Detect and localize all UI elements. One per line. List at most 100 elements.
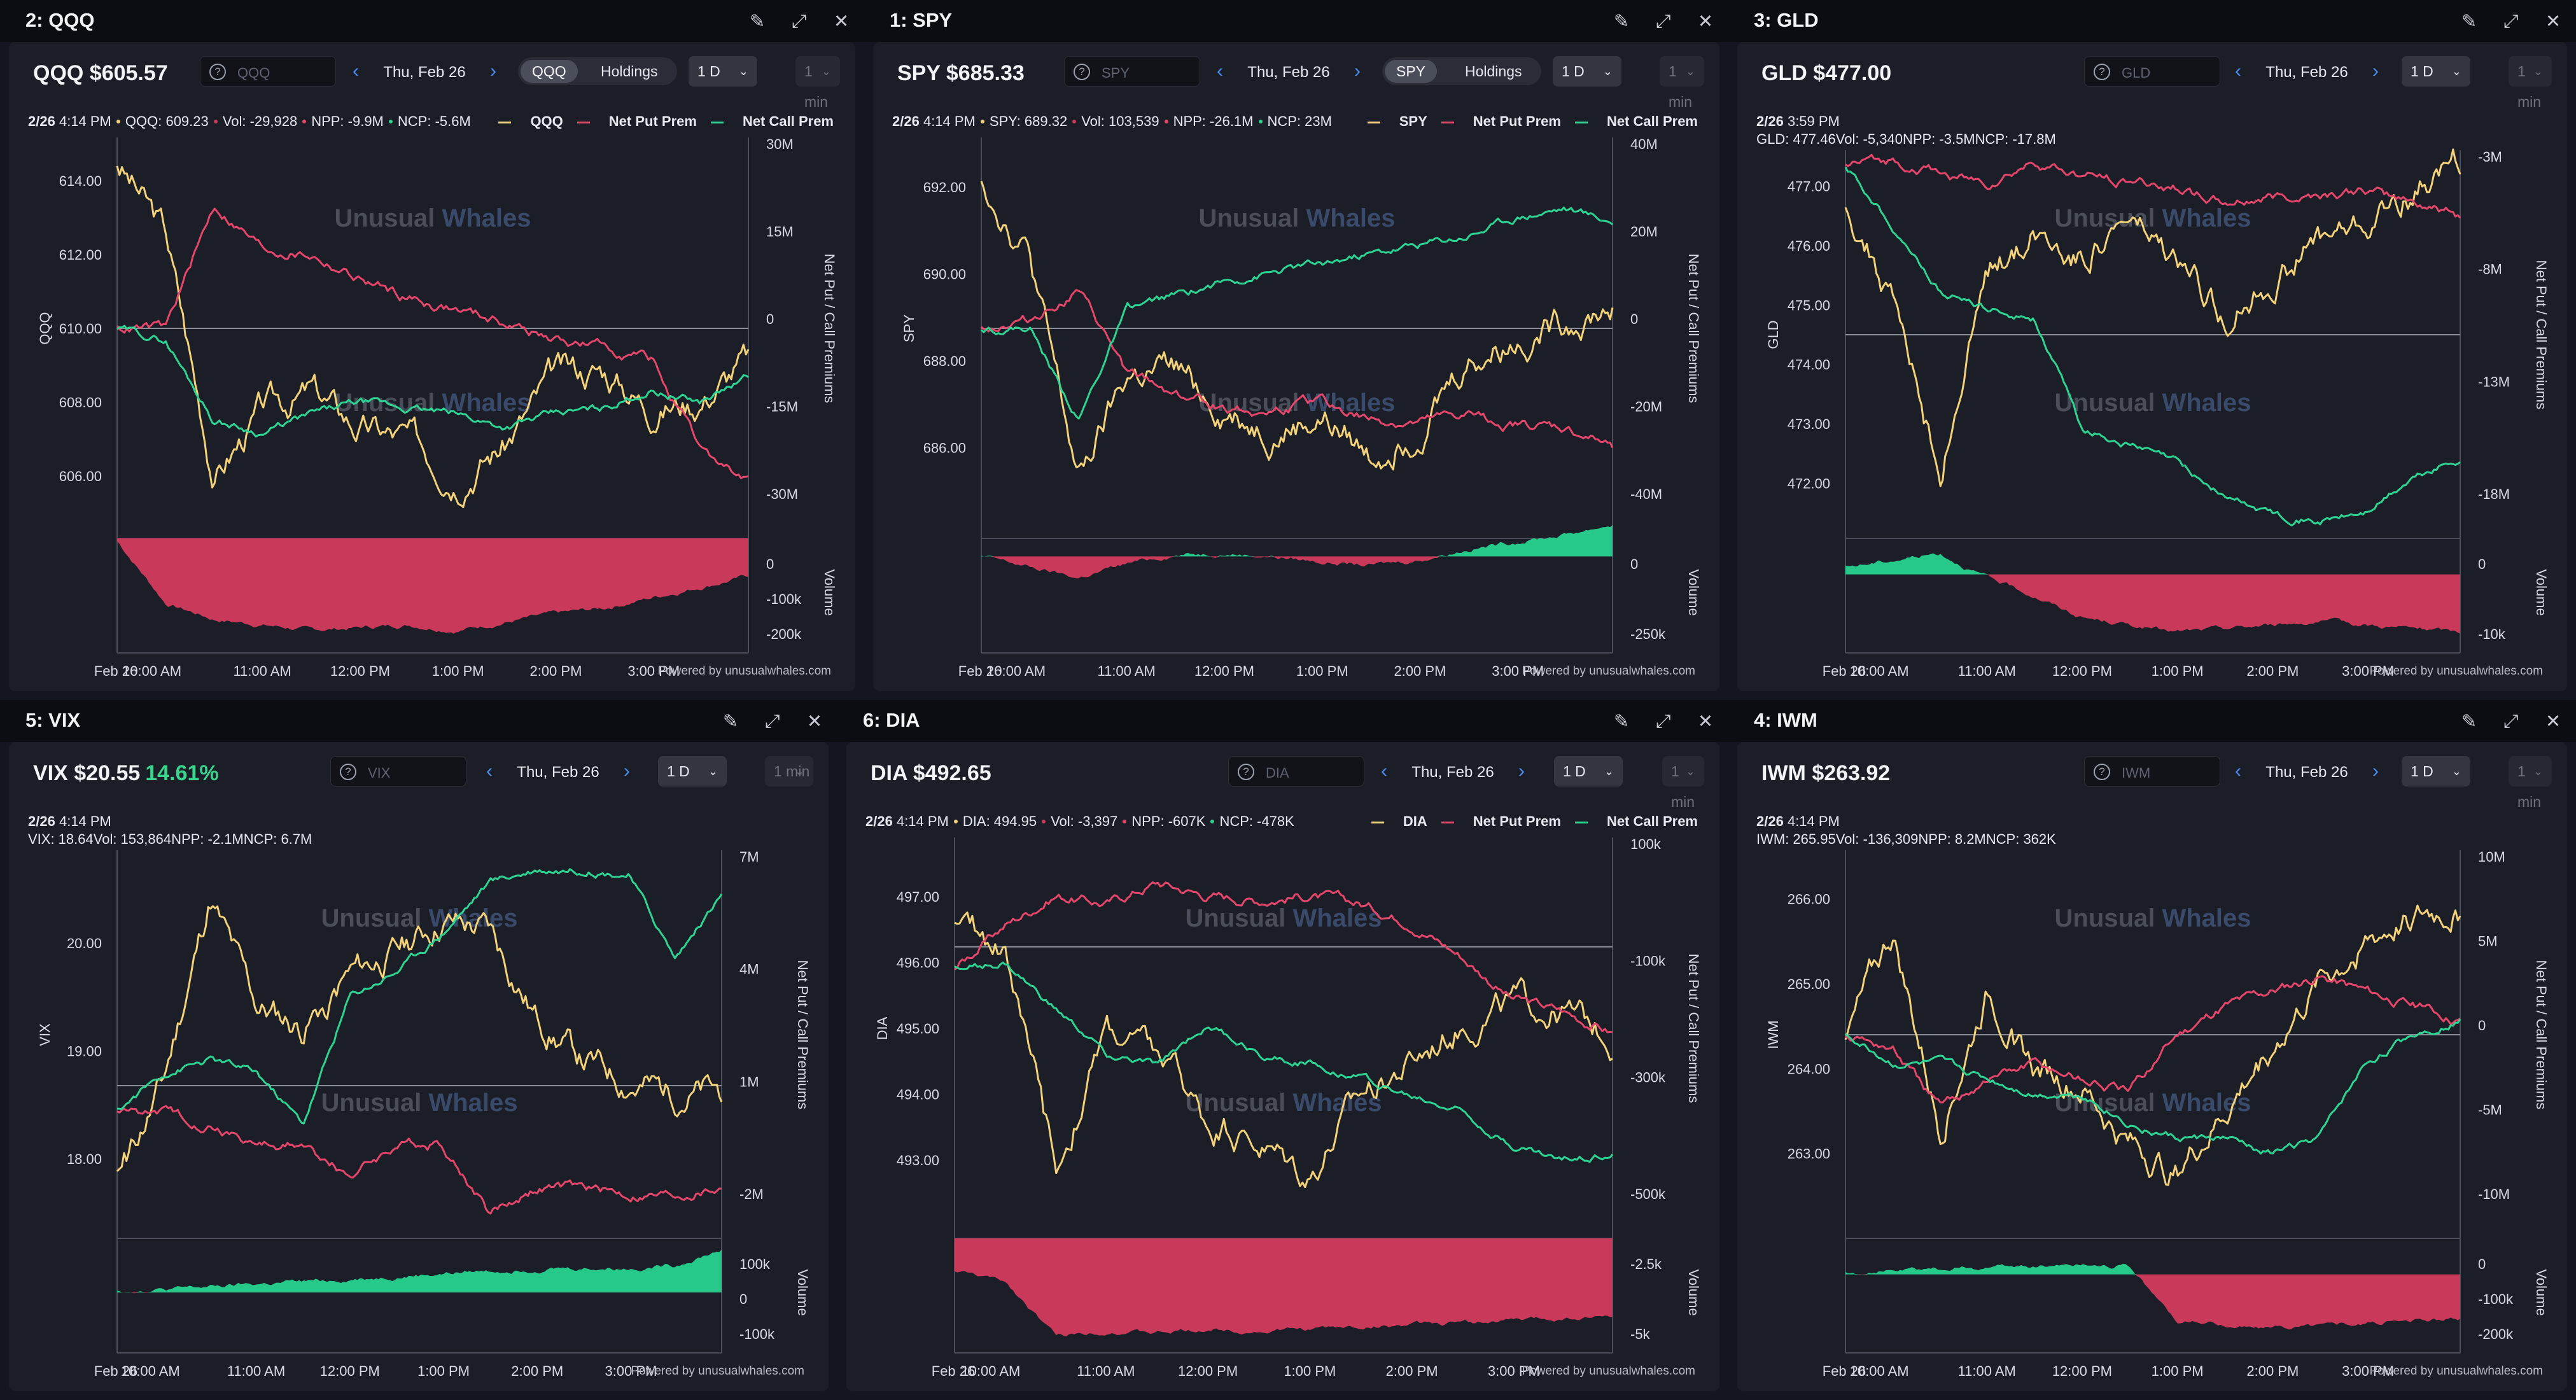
edit-icon[interactable]: ✎ [2461, 711, 2477, 732]
date-label[interactable]: Thu, Feb 26 [517, 764, 599, 781]
legend-item[interactable]: Net Call Prem [1574, 113, 1698, 129]
close-icon[interactable]: ✕ [806, 711, 823, 732]
chevron-right-icon[interactable]: › [490, 60, 496, 81]
chevron-right-icon[interactable]: › [1518, 760, 1525, 781]
interval-select[interactable]: 1 min ⌄ [795, 56, 840, 110]
x-tick-label: 1:00 PM [2152, 1363, 2204, 1379]
date-label[interactable]: Thu, Feb 26 [2265, 64, 2348, 81]
panel-titlebar: 4: IWM ✎ ⤢ ✕ [1728, 700, 2576, 742]
chevron-left-icon[interactable]: ‹ [1217, 60, 1223, 81]
legend-item[interactable]: SPY [1367, 113, 1427, 129]
range-select[interactable]: 1 D ⌄ [1553, 56, 1621, 87]
ticker-search-input[interactable]: ? IWM [2084, 756, 2220, 787]
range-select[interactable]: 1 D ⌄ [2402, 756, 2470, 787]
expand-icon[interactable]: ⤢ [1656, 11, 1671, 32]
ticker-search-input[interactable]: ? DIA [1228, 756, 1364, 787]
chevron-left-icon[interactable]: ‹ [486, 760, 493, 781]
range-select[interactable]: 1 D ⌄ [658, 756, 727, 787]
powered-by[interactable]: Powered by unusualwhales.com [2369, 664, 2544, 678]
edit-icon[interactable]: ✎ [749, 11, 766, 32]
toggle-ticker[interactable]: SPY [1385, 60, 1438, 83]
x-tick-label: 11:00 AM [1958, 1363, 2016, 1379]
legend-item[interactable]: Net Put Prem [1441, 813, 1561, 829]
date-label[interactable]: Thu, Feb 26 [1247, 64, 1330, 81]
legend-item[interactable]: Net Put Prem [577, 113, 697, 129]
expand-icon[interactable]: ⤢ [765, 711, 780, 732]
info-value: NPP: -607K [1131, 813, 1206, 829]
chevron-left-icon[interactable]: ‹ [353, 60, 359, 81]
volume-tick-label: -10k [2478, 626, 2506, 642]
edit-icon[interactable]: ✎ [1613, 11, 1630, 32]
chevron-right-icon[interactable]: › [2372, 60, 2379, 81]
volume-negative-area [1845, 1274, 2460, 1330]
date-label[interactable]: Thu, Feb 26 [383, 64, 466, 81]
left-tick-label: 686.00 [923, 440, 966, 456]
powered-by[interactable]: Powered by unusualwhales.com [1522, 664, 1696, 678]
chevron-down-icon: ⌄ [708, 765, 718, 778]
series-line-price [116, 905, 723, 1172]
interval-select[interactable]: 1 min ⌄ [1660, 56, 1704, 110]
left-tick-label: 494.00 [897, 1087, 939, 1103]
ticker-search-input[interactable]: ? GLD [2084, 56, 2220, 87]
expand-icon[interactable]: ⤢ [2503, 11, 2519, 32]
legend-item[interactable]: Net Put Prem [1441, 113, 1561, 129]
left-tick-label: 606.00 [59, 468, 102, 484]
date-label[interactable]: Thu, Feb 26 [2265, 764, 2348, 781]
range-select[interactable]: 1 D ⌄ [1554, 756, 1623, 787]
powered-by[interactable]: Powered by unusualwhales.com [657, 664, 832, 678]
watermark: Unusual Whales [2055, 204, 2251, 232]
close-icon[interactable]: ✕ [1697, 711, 1714, 732]
search-placeholder: DIA [1266, 765, 1289, 781]
close-icon[interactable]: ✕ [833, 11, 850, 32]
panel-title: 1: SPY [890, 9, 953, 31]
chevron-down-icon: ⌄ [2533, 765, 2543, 778]
chevron-right-icon[interactable]: › [2372, 760, 2379, 781]
legend-item[interactable]: QQQ [498, 113, 563, 129]
chevron-left-icon[interactable]: ‹ [1381, 760, 1387, 781]
range-select[interactable]: 1 D ⌄ [2402, 56, 2470, 87]
x-tick-label: 3:00 PM [2342, 663, 2394, 679]
watermark: Unusual Whales [1199, 389, 1396, 417]
close-icon[interactable]: ✕ [2545, 11, 2561, 32]
powered-by[interactable]: Powered by unusualwhales.com [631, 1364, 805, 1378]
chevron-left-icon[interactable]: ‹ [2235, 60, 2241, 81]
interval-select[interactable]: 1 min ⌄ [2509, 756, 2552, 810]
expand-icon[interactable]: ⤢ [2503, 711, 2519, 732]
expand-icon[interactable]: ⤢ [792, 11, 807, 32]
chevron-right-icon[interactable]: › [1354, 60, 1361, 81]
interval-select[interactable]: 1 min ⌄ [765, 756, 813, 787]
toggle-ticker[interactable]: QQQ [521, 60, 578, 83]
chart-panel-dia: 6: DIA ✎ ⤢ ✕ DIA $492.65? DIA ‹ Thu, Feb 26 › 1 D… [837, 700, 1728, 1400]
powered-by[interactable]: Powered by unusualwhales.com [1522, 1364, 1696, 1378]
chevron-left-icon[interactable]: ‹ [2235, 760, 2241, 781]
close-icon[interactable]: ✕ [2545, 711, 2561, 732]
powered-by[interactable]: Powered by unusualwhales.com [2369, 1364, 2544, 1378]
toggle-holdings[interactable]: Holdings [1465, 63, 1522, 80]
ticker-search-input[interactable]: ? SPY [1064, 56, 1200, 87]
range-select[interactable]: 1 D ⌄ [689, 56, 757, 87]
edit-icon[interactable]: ✎ [2461, 11, 2477, 32]
legend-item[interactable]: DIA [1371, 813, 1427, 829]
chart-panel-spy: 1: SPY ✎ ⤢ ✕ SPY $685.33? SPY ‹ Thu, Feb 26 › SPY… [864, 0, 1728, 700]
chevron-right-icon[interactable]: › [624, 760, 630, 781]
expand-icon[interactable]: ⤢ [1656, 711, 1671, 732]
legend-item[interactable]: Net Call Prem [710, 113, 834, 129]
legend-item[interactable]: Net Call Prem [1574, 813, 1698, 829]
toggle-holdings[interactable]: Holdings [601, 63, 658, 80]
edit-icon[interactable]: ✎ [1613, 711, 1630, 732]
ticker-symbol: VIX [33, 761, 68, 785]
interval-select[interactable]: 1 min ⌄ [2509, 56, 2552, 110]
edit-icon[interactable]: ✎ [722, 711, 739, 732]
interval-select[interactable]: 1 min ⌄ [1662, 756, 1704, 810]
ticker-search-input[interactable]: ? QQQ [200, 56, 336, 87]
volume-tick-label: -250k [1630, 626, 1666, 642]
ticker-search-input[interactable]: ? VIX [330, 756, 466, 787]
date-label[interactable]: Thu, Feb 26 [1411, 764, 1494, 781]
close-icon[interactable]: ✕ [1697, 11, 1714, 32]
